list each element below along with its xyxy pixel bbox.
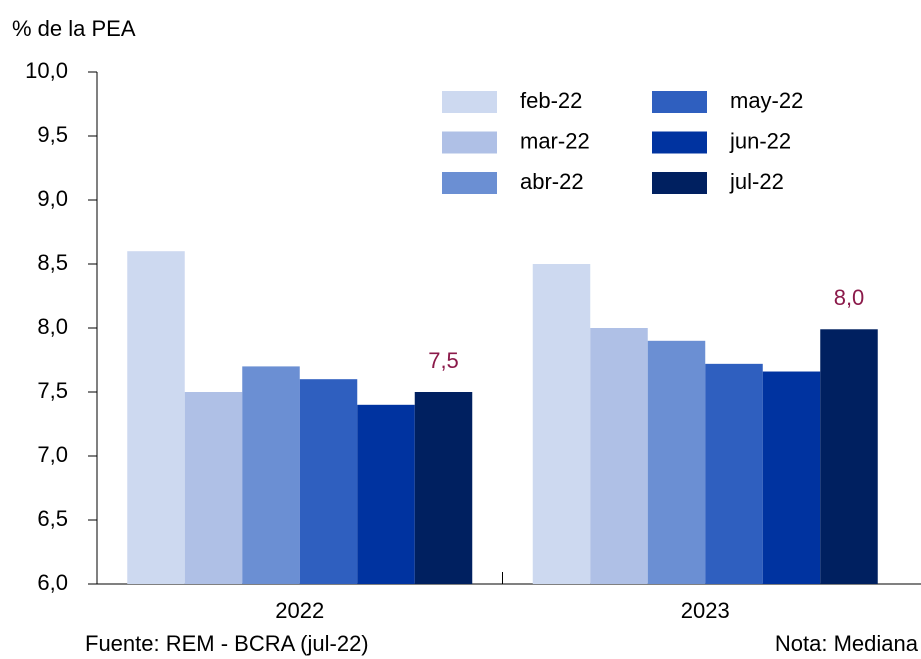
- y-tick-label: 9,0: [37, 186, 68, 211]
- bar: [414, 392, 473, 584]
- legend-label: abr-22: [520, 169, 584, 194]
- legend-swatch: [652, 131, 707, 154]
- x-tick-label: 2022: [275, 598, 324, 623]
- bar: [762, 371, 821, 584]
- bar: [647, 340, 706, 584]
- bar: [705, 363, 763, 584]
- y-axis-label: % de la PEA: [12, 16, 136, 41]
- y-tick-label: 6,5: [37, 506, 68, 531]
- legend-swatch: [652, 172, 707, 194]
- bar: [357, 404, 415, 584]
- y-tick-label: 6,0: [37, 570, 68, 595]
- bar: [242, 366, 300, 584]
- source: Fuente: REM - BCRA (jul-22): [85, 631, 369, 656]
- y-tick-label: 7,0: [37, 442, 68, 467]
- bar: [127, 251, 185, 584]
- y-tick-label: 10,0: [25, 58, 68, 83]
- legend-swatch: [442, 172, 497, 194]
- bar: [532, 264, 591, 584]
- bar: [184, 392, 243, 584]
- x-tick-label: 2023: [681, 598, 730, 623]
- bar: [299, 379, 358, 584]
- legend-label: may-22: [730, 88, 803, 113]
- y-tick-label: 7,5: [37, 378, 68, 403]
- bar: [820, 329, 878, 584]
- bar: [590, 328, 648, 584]
- note: Nota: Mediana: [775, 631, 919, 656]
- legend-label: jul-22: [729, 169, 784, 194]
- y-tick-label: 9,5: [37, 122, 68, 147]
- legend-swatch: [442, 131, 497, 154]
- data-label: 7,5: [428, 348, 459, 373]
- legend-label: jun-22: [729, 128, 791, 153]
- legend-label: mar-22: [520, 128, 590, 153]
- legend-swatch: [652, 91, 707, 113]
- legend-label: feb-22: [520, 88, 582, 113]
- data-label: 8,0: [834, 285, 865, 310]
- legend-swatch: [442, 91, 497, 113]
- y-tick-label: 8,5: [37, 250, 68, 275]
- y-tick-label: 8,0: [37, 314, 68, 339]
